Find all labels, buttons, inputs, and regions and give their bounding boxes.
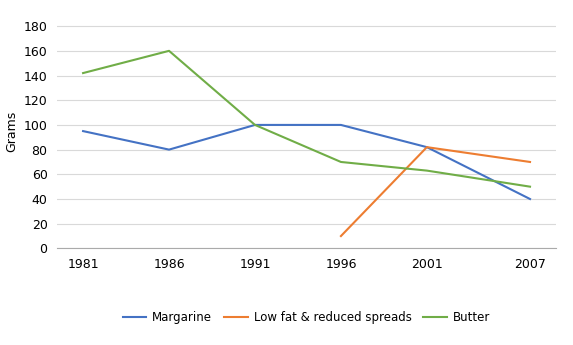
Low fat & reduced spreads xyxy=(423,145,430,149)
Butter xyxy=(337,160,344,164)
Margarine xyxy=(423,145,430,149)
Margarine xyxy=(337,123,344,127)
Margarine xyxy=(527,197,533,201)
Butter xyxy=(80,71,87,75)
Line: Margarine: Margarine xyxy=(83,125,530,199)
Butter xyxy=(423,169,430,173)
Butter xyxy=(166,49,172,53)
Legend: Margarine, Low fat & reduced spreads, Butter: Margarine, Low fat & reduced spreads, Bu… xyxy=(118,306,495,328)
Margarine xyxy=(252,123,258,127)
Low fat & reduced spreads xyxy=(527,160,533,164)
Y-axis label: Grams: Grams xyxy=(5,110,18,152)
Line: Butter: Butter xyxy=(83,51,530,187)
Margarine xyxy=(80,129,87,133)
Low fat & reduced spreads xyxy=(337,234,344,238)
Butter xyxy=(527,185,533,189)
Line: Low fat & reduced spreads: Low fat & reduced spreads xyxy=(341,147,530,236)
Butter xyxy=(252,123,258,127)
Margarine xyxy=(166,148,172,152)
